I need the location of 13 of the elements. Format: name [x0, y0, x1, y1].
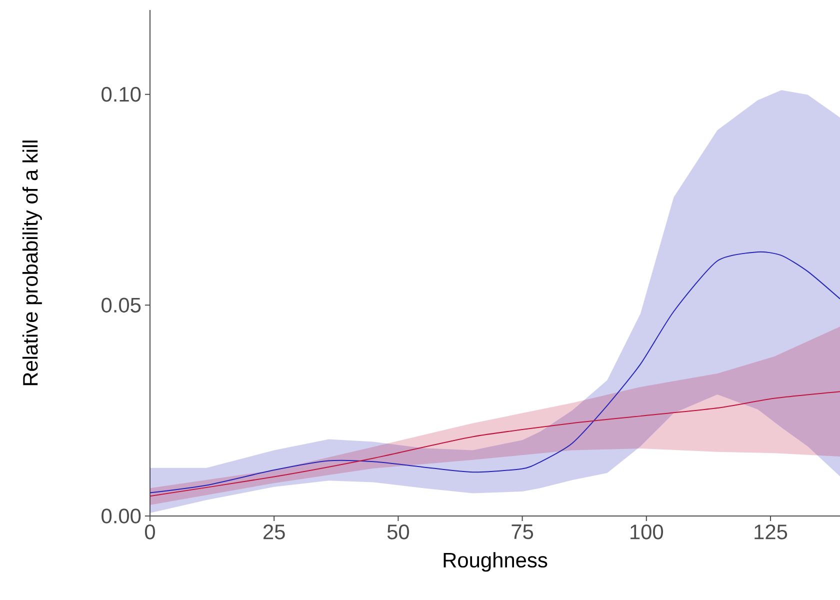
- x-tick-label: 100: [630, 524, 664, 540]
- x-tick-label: 50: [387, 524, 410, 540]
- x-axis-title: Roughness: [444, 552, 548, 572]
- x-tick-label: 25: [264, 524, 285, 540]
- y-tick-label: 0.00: [102, 508, 141, 524]
- y-axis-title: Relative probability of a kill: [22, 140, 42, 386]
- y-tick-label: 0.05: [102, 298, 141, 313]
- x-tick-label: 0: [144, 524, 155, 540]
- x-tick-label: 125: [754, 524, 788, 540]
- y-tick-label: 0.10: [102, 86, 141, 102]
- line-series: [150, 391, 840, 497]
- x-tick-label: 75: [512, 524, 534, 540]
- line-series: [150, 251, 840, 494]
